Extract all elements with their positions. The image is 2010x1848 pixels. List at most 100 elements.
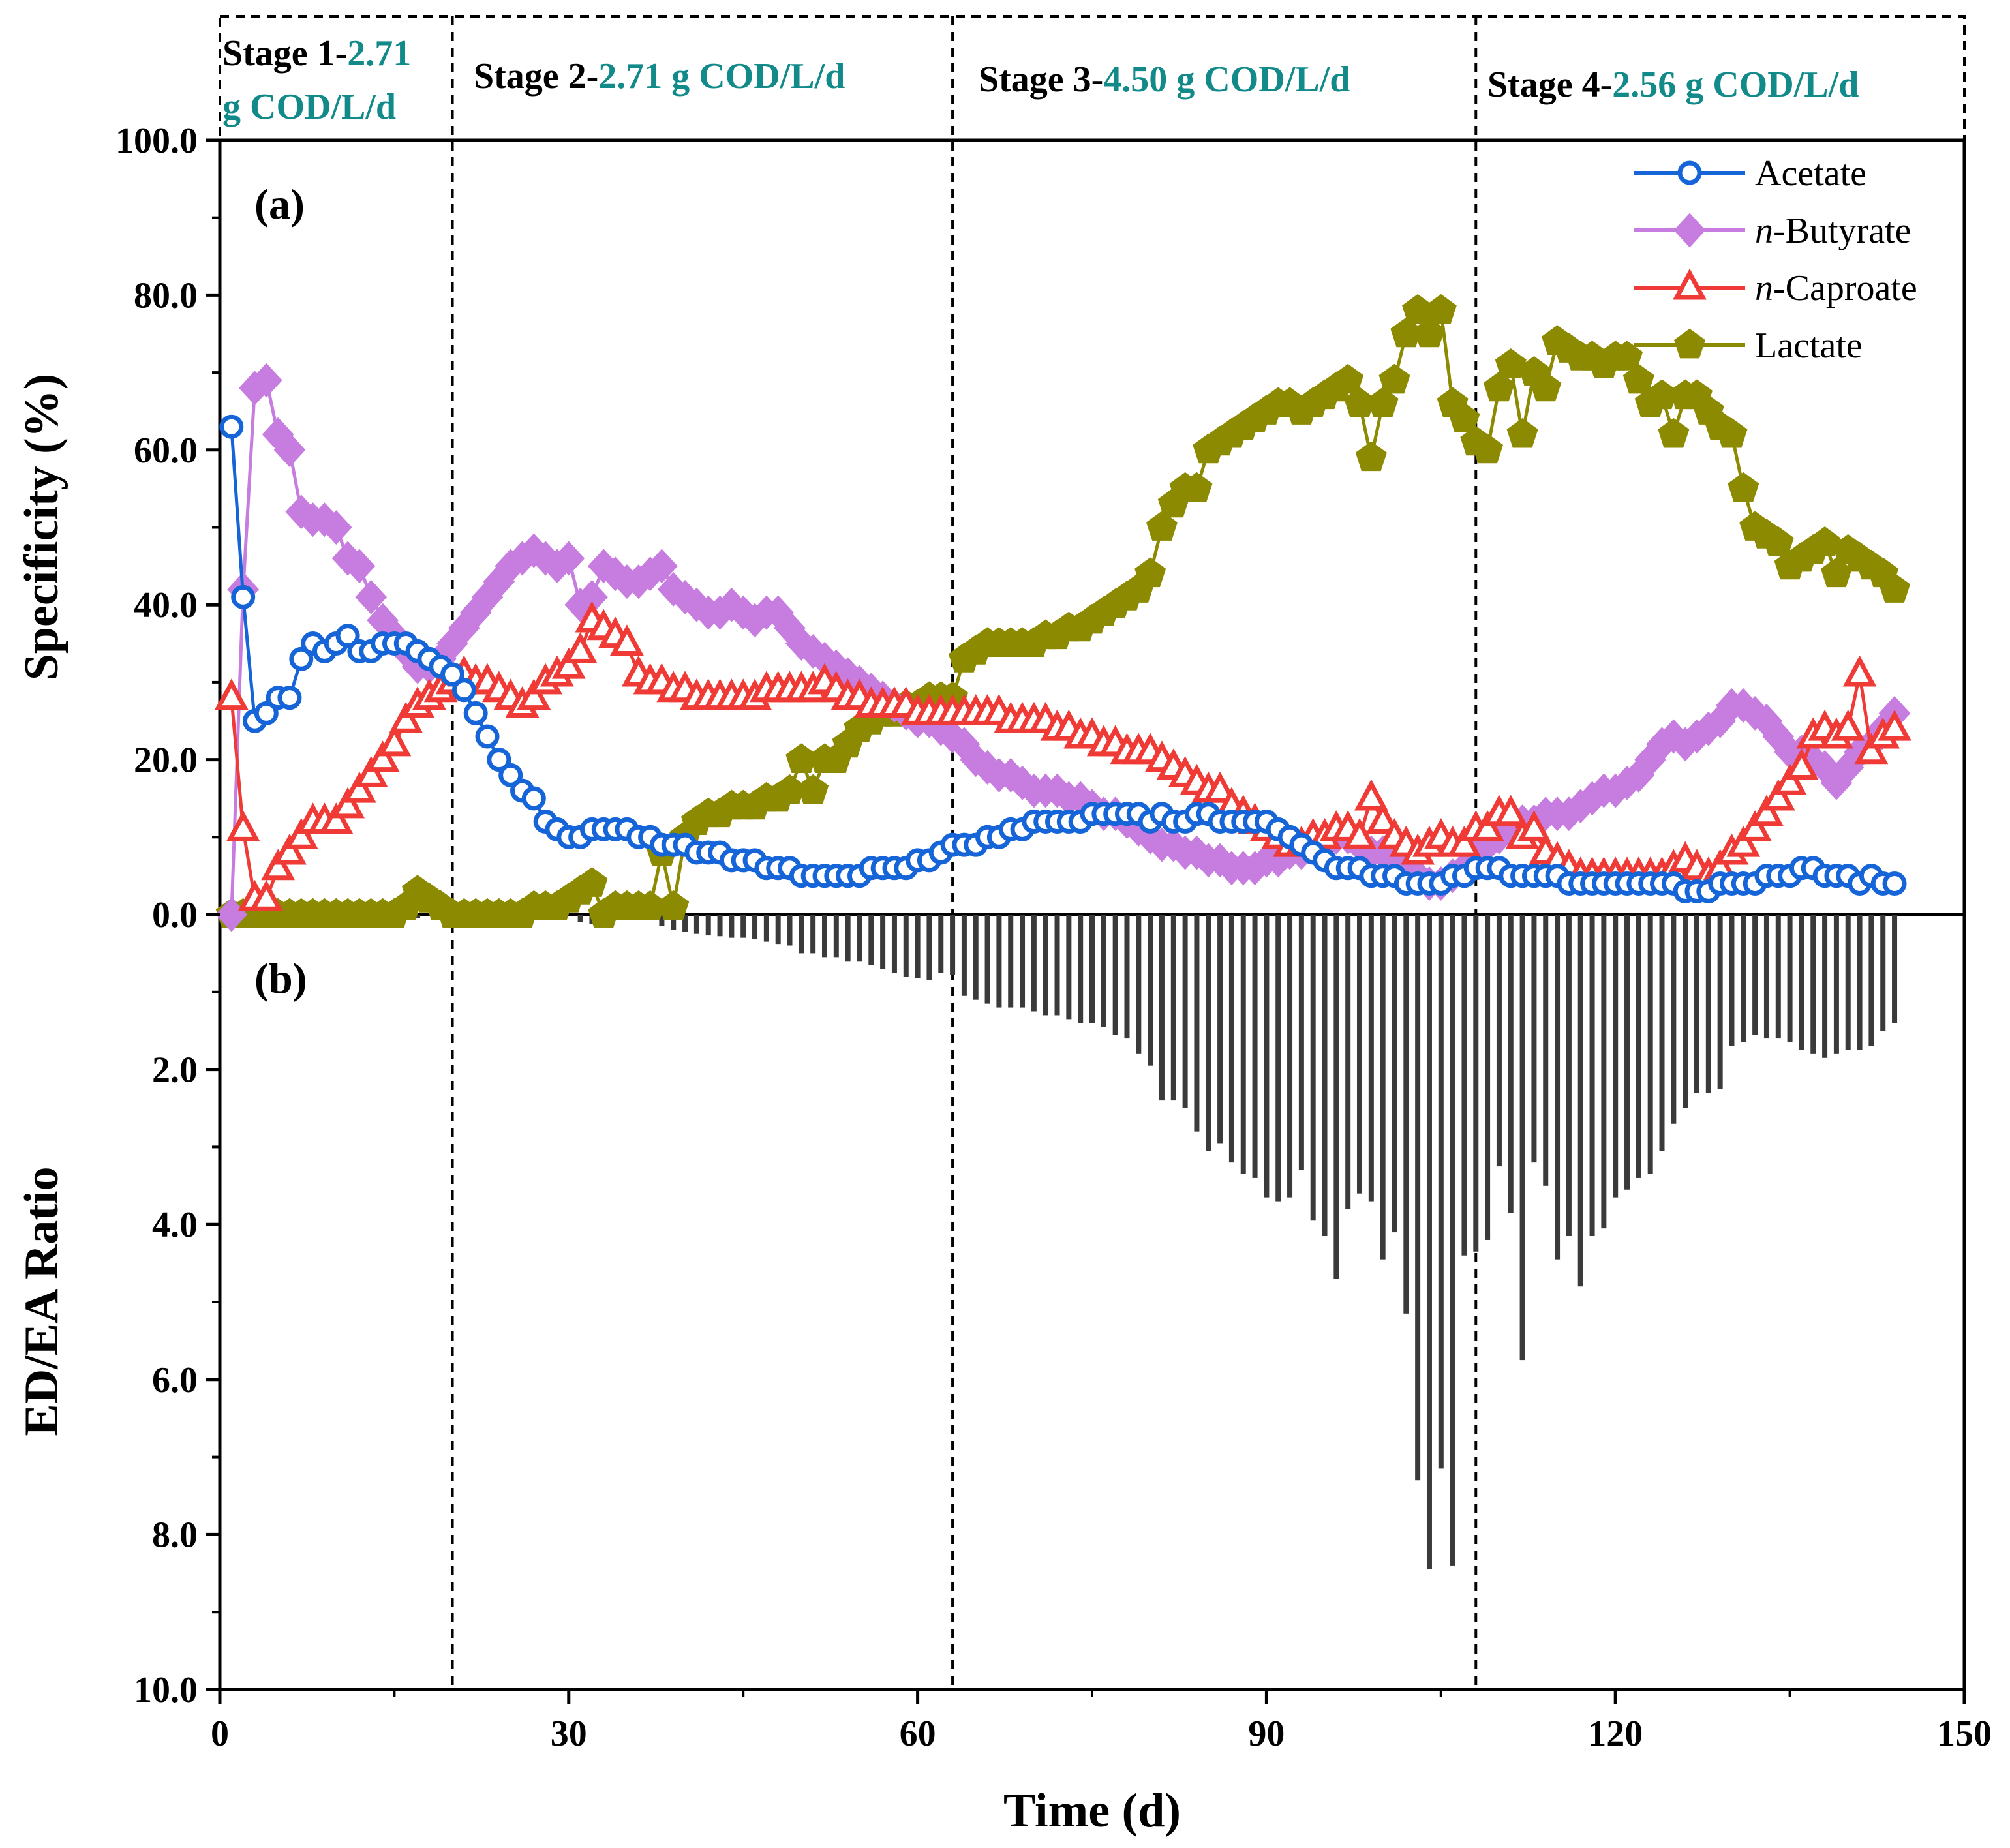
ratio-bar <box>1694 915 1699 1093</box>
stage-3-title: Stage 3-4.50 g COD/L/d <box>979 59 1350 100</box>
ratio-bar <box>1577 915 1583 1287</box>
x-tick-label: 90 <box>1248 1714 1285 1754</box>
ratio-bar <box>984 915 990 1004</box>
ratio-bar <box>821 915 827 958</box>
legend-item-lactate: Lactate <box>1634 326 1863 366</box>
data-point <box>1343 817 1377 849</box>
data-point <box>1726 825 1761 857</box>
ratio-bar <box>1403 915 1409 1314</box>
ratio-bar <box>775 915 781 945</box>
y-tick-label-a: 100.0 <box>115 121 198 161</box>
ratio-bar <box>1426 915 1432 1569</box>
x-axis-title: Time (d) <box>1003 1784 1181 1838</box>
ratio-bar <box>891 915 897 973</box>
legend-marker <box>1677 160 1702 185</box>
data-point <box>343 771 376 803</box>
ratio-bar <box>682 915 688 932</box>
ratio-bar <box>1345 915 1351 1209</box>
data-point <box>463 701 488 725</box>
ratio-bar <box>1857 915 1863 1050</box>
ratio-bar <box>1078 915 1084 1023</box>
ratio-bar <box>1392 915 1397 1233</box>
ratio-bar <box>833 915 839 958</box>
ratio-bar <box>1275 915 1281 1202</box>
ratio-bar <box>1461 915 1467 1256</box>
ratio-bar <box>1217 915 1223 1144</box>
ratio-bar <box>705 915 711 936</box>
legend-marker <box>1674 328 1705 359</box>
ratio-bar <box>1089 915 1095 1023</box>
ratio-bar <box>1054 915 1060 1016</box>
data-point <box>646 549 678 584</box>
ratio-bar <box>1508 915 1514 1213</box>
ratio-bar <box>659 915 665 926</box>
data-point <box>517 678 551 710</box>
data-point <box>797 774 829 804</box>
legend-label: Acetate <box>1755 153 1866 194</box>
y-tick-label-a: 0.0 <box>152 895 198 935</box>
ratio-bar <box>915 915 921 978</box>
data-point <box>551 647 586 679</box>
data-point <box>1761 779 1795 811</box>
data-point <box>1517 810 1551 841</box>
stage-1-title: Stage 1-2.71 <box>222 33 411 74</box>
data-point <box>1738 810 1772 841</box>
ratio-bar <box>810 915 816 954</box>
data-point <box>331 787 365 819</box>
ratio-bar <box>1043 915 1048 1016</box>
data-point <box>1493 795 1528 826</box>
data-point <box>487 748 511 772</box>
data-point <box>377 725 412 757</box>
data-point <box>1750 795 1784 826</box>
legend-item-n-caproate: n-Caproate <box>1634 268 1917 309</box>
y-axis-title-ed-ea: ED/EA Ratio <box>15 1166 69 1436</box>
data-point <box>1831 709 1865 741</box>
data-point <box>261 849 296 881</box>
data-point <box>343 549 376 584</box>
data-point <box>1332 363 1364 394</box>
panel-b-label: (b) <box>254 955 307 1003</box>
panel-a-label: (a) <box>254 181 305 228</box>
specificity-series <box>214 294 1911 932</box>
ratio-bar <box>1450 915 1455 1566</box>
stage-2-title: Stage 2-2.71 g COD/L/d <box>474 56 845 97</box>
data-point <box>1425 294 1457 324</box>
ratio-bar <box>926 915 932 980</box>
ratio-bar <box>1752 915 1758 1035</box>
ratio-bar <box>1787 915 1793 1043</box>
ratio-bar <box>1705 915 1711 1093</box>
ratio-bar <box>1228 915 1234 1163</box>
data-point <box>440 662 465 687</box>
ratio-bar <box>1543 915 1549 1186</box>
ratio-bar <box>1206 915 1211 1151</box>
series-acetate <box>219 414 1907 903</box>
ratio-bar <box>1240 915 1246 1174</box>
data-point <box>498 763 523 787</box>
data-point <box>1354 779 1388 811</box>
ratio-bar <box>1008 915 1014 1008</box>
ratio-bar <box>973 915 979 1000</box>
data-point <box>553 541 585 576</box>
ratio-bar <box>1810 915 1816 1054</box>
ratio-bar <box>868 915 874 965</box>
ratio-bar <box>1741 915 1746 1043</box>
data-point <box>1878 709 1911 741</box>
legend-item-acetate: Acetate <box>1634 153 1866 194</box>
ratio-bar <box>1066 915 1072 1020</box>
data-point <box>1472 433 1504 464</box>
ratio-bar <box>763 915 769 942</box>
ratio-bar <box>752 915 758 940</box>
data-point <box>1203 771 1237 803</box>
ratio-bar <box>950 915 956 975</box>
data-point <box>1367 387 1399 417</box>
ratio-bar <box>1136 915 1142 1054</box>
ratio-bar <box>693 915 699 934</box>
data-point <box>576 867 608 897</box>
data-point <box>1762 526 1794 556</box>
data-point <box>214 678 249 710</box>
legend-item-n-butyrate: n-Butyrate <box>1634 211 1911 251</box>
data-point <box>1611 341 1643 371</box>
data-point <box>1882 871 1907 896</box>
ratio-bar <box>1101 915 1106 1027</box>
